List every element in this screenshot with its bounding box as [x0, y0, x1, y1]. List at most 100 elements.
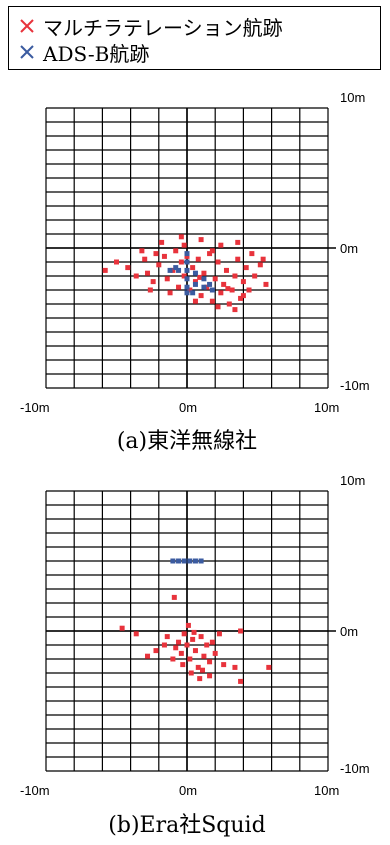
legend: マルチラテレーション航跡 ADS-B航跡	[8, 6, 381, 70]
chart-b-series0-point-11	[190, 636, 196, 642]
chart-a-series0-point-31	[229, 287, 235, 293]
chart-b-series0-point-1	[133, 631, 139, 637]
chart-a-series0-point-18	[192, 279, 198, 285]
chart-a-series0-point-37	[246, 287, 252, 293]
legend-label-adsb: ADS-B航跡	[43, 41, 150, 66]
chart-a-series1-point-5	[184, 276, 190, 282]
chart-a-series1-point-7	[184, 290, 190, 296]
chart-a-x-tick-2: 10m	[314, 400, 339, 415]
chart-a-series0-point-25	[212, 276, 218, 282]
chart-a-series1-point-8	[192, 281, 198, 287]
chart-a-series0-point-3	[133, 273, 139, 279]
chart-a-series1-point-13	[192, 270, 198, 276]
chart-a-series0-point-2	[125, 265, 131, 271]
chart-a-series0-point-35	[240, 279, 246, 285]
blue-x-marker-icon	[20, 45, 34, 59]
chart-a-series0-point-23	[207, 251, 213, 257]
chart-a-series0-point-47	[249, 251, 255, 257]
chart-a-series0-point-9	[164, 276, 170, 282]
chart-b-series0-point-0	[119, 625, 125, 631]
chart-a-series1-point-0	[167, 267, 173, 273]
chart-a-series0-point-24	[209, 298, 215, 304]
chart-a-series1-point-10	[209, 287, 215, 293]
chart-b-series0-point-22	[185, 622, 191, 628]
chart-a-series0-point-11	[173, 248, 179, 254]
chart-a-series1-point-3	[184, 259, 190, 265]
chart-a-series1-point-2	[184, 267, 190, 273]
chart-b-series0-point-28	[238, 628, 244, 634]
chart-b-series0-point-15	[201, 653, 207, 659]
chart-a-y-tick-0: 10m	[340, 90, 365, 105]
chart-a-series0-point-49	[147, 287, 153, 293]
chart-a-series0-point-52	[215, 304, 221, 310]
legend-item-adsb: ADS-B航跡	[17, 39, 150, 66]
chart-b-series0-point-25	[207, 673, 213, 679]
chart-b-series0-point-24	[197, 676, 203, 682]
chart-a-series0-point-55	[209, 248, 215, 254]
chart-b-series0-point-6	[176, 639, 182, 645]
chart-a-series0-point-21	[201, 270, 207, 276]
chart-a-series0-point-15	[184, 253, 190, 259]
chart-a-series0-point-5	[145, 270, 151, 276]
chart-a-series0-point-41	[139, 248, 145, 254]
chart-b-series0-point-34	[216, 631, 222, 637]
chart-a-series0-point-59	[240, 293, 246, 299]
chart-b-series0-point-29	[238, 678, 244, 684]
chart-a-series0-point-40	[263, 281, 269, 287]
chart-b-series0-point-31	[180, 662, 186, 668]
chart-a-series0-point-45	[218, 242, 224, 248]
chart-a-series1-point-12	[173, 265, 179, 271]
chart-b-series1-point-0	[170, 558, 176, 564]
chart-a-x-tick-1: 0m	[179, 400, 197, 415]
chart-a-series1-point-9	[201, 284, 207, 290]
chart-a-series0-point-0	[102, 267, 108, 273]
chart-a-series0-point-12	[176, 284, 182, 290]
chart-a-series0-point-7	[156, 262, 162, 268]
chart-a-series0-point-22	[204, 284, 210, 290]
chart-a-series0-point-30	[226, 301, 232, 307]
chart-a-y-tick-2: -10m	[340, 378, 370, 393]
chart-b-series0-point-21	[170, 656, 176, 662]
chart-a-series0-point-17	[190, 265, 196, 271]
chart-b-x-tick-1: 0m	[179, 783, 197, 798]
chart-b-series1-point-1	[176, 558, 182, 564]
chart-b-series0-point-7	[178, 650, 184, 656]
chart-b-series0-point-2	[145, 653, 151, 659]
chart-b-series1-point-5	[198, 558, 204, 564]
chart-a-series0-point-1	[114, 259, 119, 265]
chart-b-series0-point-14	[198, 634, 204, 640]
chart-b-series0-point-20	[173, 645, 179, 651]
chart-b-y-tick-2: -10m	[340, 761, 370, 776]
chart-a-series0-point-14	[181, 273, 187, 279]
chart-b-x-tick-2: 10m	[314, 783, 339, 798]
chart-b-series0-point-3	[153, 648, 159, 654]
chart-b-series0-point-12	[192, 648, 198, 654]
chart-a-series1-point-1	[176, 267, 182, 273]
chart-a-series0-point-34	[238, 295, 244, 301]
chart-a-series0-point-19	[195, 256, 201, 262]
chart-a-series0-point-50	[167, 290, 173, 296]
chart-b-series0-point-33	[161, 642, 167, 648]
chart-b-y-tick-1: 0m	[340, 624, 358, 639]
chart-a-series0-point-32	[232, 273, 238, 279]
chart-b-series0-point-4	[164, 634, 170, 640]
chart-a-series0-point-20	[198, 293, 204, 299]
chart-a-y-tick-1: 0m	[340, 241, 358, 256]
legend-item-multilateration: マルチラテレーション航跡	[17, 13, 283, 40]
chart-a-series0-point-6	[150, 279, 156, 285]
chart-b-series0-point-26	[221, 662, 227, 668]
chart-b-series1-point-2	[181, 558, 187, 564]
chart-b-series0-point-8	[181, 631, 187, 637]
chart-b-series0-point-16	[204, 642, 210, 648]
chart-a-series0-point-33	[235, 256, 241, 262]
chart-a-series0-point-46	[235, 239, 241, 245]
chart-b-series1-point-3	[187, 558, 193, 564]
chart-a-series0-point-29	[223, 267, 229, 273]
chart-a-series0-point-28	[221, 281, 227, 287]
chart-a-series0-point-27	[218, 290, 224, 296]
chart-a-series0-point-43	[178, 234, 184, 240]
chart-a-series0-point-56	[225, 286, 231, 292]
chart-a-series0-point-10	[170, 267, 176, 273]
chart-a-series0-point-42	[159, 239, 165, 245]
